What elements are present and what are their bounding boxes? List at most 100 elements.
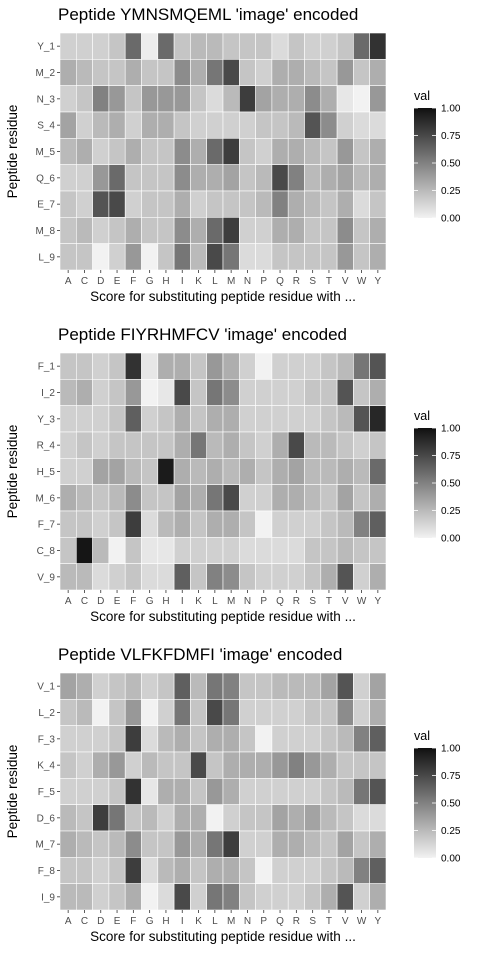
heatmap-cell <box>255 379 273 406</box>
heatmap-cell <box>222 111 240 139</box>
x-tick-label: G <box>146 916 154 927</box>
heatmap-cell <box>124 217 142 244</box>
heatmap-cell <box>173 725 191 753</box>
y-tick-label: F_3 <box>38 734 56 745</box>
heatmap-cell <box>353 699 370 726</box>
heatmap-cell <box>59 352 77 380</box>
heatmap-cell <box>353 243 370 271</box>
heatmap-cell <box>157 243 175 271</box>
heatmap-cell <box>287 699 305 726</box>
x-tick-label: P <box>260 276 267 287</box>
heatmap-cell <box>304 537 322 564</box>
heatmap-cell <box>336 32 354 60</box>
heatmap-cell <box>206 85 224 113</box>
heatmap-cell <box>108 725 126 753</box>
heatmap-cell <box>287 857 305 884</box>
legend-tick-label: 0.25 <box>441 186 461 197</box>
legend-tick-label: 1.00 <box>441 744 461 755</box>
heatmap-cell <box>59 59 77 86</box>
x-tick-label: L <box>212 916 218 927</box>
legend: val 1.00 0.75 0.50 0.25 0.00 <box>414 89 461 225</box>
y-tick-label: I_9 <box>41 892 55 903</box>
x-tick-label: N <box>244 596 251 607</box>
legend-tick-label: 0.25 <box>441 506 461 517</box>
heatmap-cell <box>76 32 93 60</box>
heatmap-cell <box>173 699 191 726</box>
x-tick-label: F <box>130 916 136 927</box>
heatmap-cell <box>190 138 207 165</box>
x-tick-label: I <box>181 916 184 927</box>
heatmap-cell <box>320 883 338 911</box>
heatmap-cell <box>92 243 110 271</box>
x-tick-label: W <box>357 596 367 607</box>
heatmap-cell <box>222 857 240 884</box>
legend-tick-label: 0.00 <box>441 854 461 865</box>
heatmap-cell <box>173 32 191 60</box>
heatmap-cell <box>108 778 126 805</box>
heatmap-cell <box>206 379 224 406</box>
heatmap-cell <box>369 405 387 433</box>
x-tick-label: Y <box>375 596 382 607</box>
heatmap-cell <box>369 164 387 192</box>
heatmap-cell <box>336 405 354 433</box>
heatmap-cell <box>59 138 77 165</box>
legend-tick-label: 0.00 <box>441 534 461 545</box>
x-tick-label: C <box>81 596 88 607</box>
heatmap-cell <box>304 32 322 60</box>
heatmap-cell <box>239 751 256 779</box>
heatmap-cell <box>141 217 159 244</box>
heatmap-cell <box>304 804 322 832</box>
heatmap-cell <box>141 138 159 165</box>
heatmap-cell <box>141 804 159 832</box>
heatmap-cell <box>141 830 159 858</box>
x-tick-label: Q <box>276 596 284 607</box>
heatmap-cell <box>206 190 224 218</box>
x-tick-label: I <box>181 276 184 287</box>
heatmap-cell <box>287 458 305 485</box>
x-tick-label: T <box>326 916 332 927</box>
heatmap-cell <box>304 431 322 459</box>
heatmap-cell <box>124 85 142 113</box>
heatmap-cell <box>173 537 191 564</box>
chart-title: Peptide VLFKFDMFI 'image' encoded <box>58 645 342 664</box>
heatmap-cell <box>336 672 354 700</box>
heatmap-cell <box>173 352 191 380</box>
heatmap-cell <box>353 484 370 512</box>
heatmap-cell <box>190 857 207 884</box>
x-tick-label: A <box>65 596 72 607</box>
x-tick-label: C <box>81 276 88 287</box>
heatmap-cell <box>124 379 142 406</box>
heatmap-cell <box>271 85 289 113</box>
heatmap-cell <box>239 778 256 805</box>
heatmap-cell <box>255 243 273 271</box>
x-tick-label: H <box>162 916 169 927</box>
heatmap-cell <box>222 352 240 380</box>
heatmap-cell <box>157 699 175 726</box>
heatmap-cell <box>124 830 142 858</box>
heatmap-cell <box>353 672 370 700</box>
heatmap-cell <box>141 883 159 911</box>
heatmap-cell <box>239 537 256 564</box>
heatmap-cell <box>59 537 77 564</box>
x-tick-label: P <box>260 916 267 927</box>
heatmap-cell <box>206 672 224 700</box>
heatmap-cell <box>336 699 354 726</box>
heatmap-cell <box>76 190 93 218</box>
heatmap-cell <box>222 431 240 459</box>
heatmap-cell <box>255 830 273 858</box>
heatmap-cell <box>108 883 126 911</box>
y-tick-label: N_3 <box>37 94 56 105</box>
heatmap-cell <box>206 405 224 433</box>
heatmap-cell <box>336 111 354 139</box>
y-tick-label: M_5 <box>36 147 56 158</box>
x-tick-label: W <box>357 916 367 927</box>
x-tick-label: G <box>146 596 154 607</box>
heatmap-cell <box>353 111 370 139</box>
heatmap-cell <box>76 804 93 832</box>
heatmap-cell <box>76 857 93 884</box>
x-tick-label: D <box>97 276 104 287</box>
heatmap-cell <box>222 458 240 485</box>
heatmap-cell <box>76 405 93 433</box>
heatmap-cell <box>320 217 338 244</box>
heatmap-cell <box>271 59 289 86</box>
